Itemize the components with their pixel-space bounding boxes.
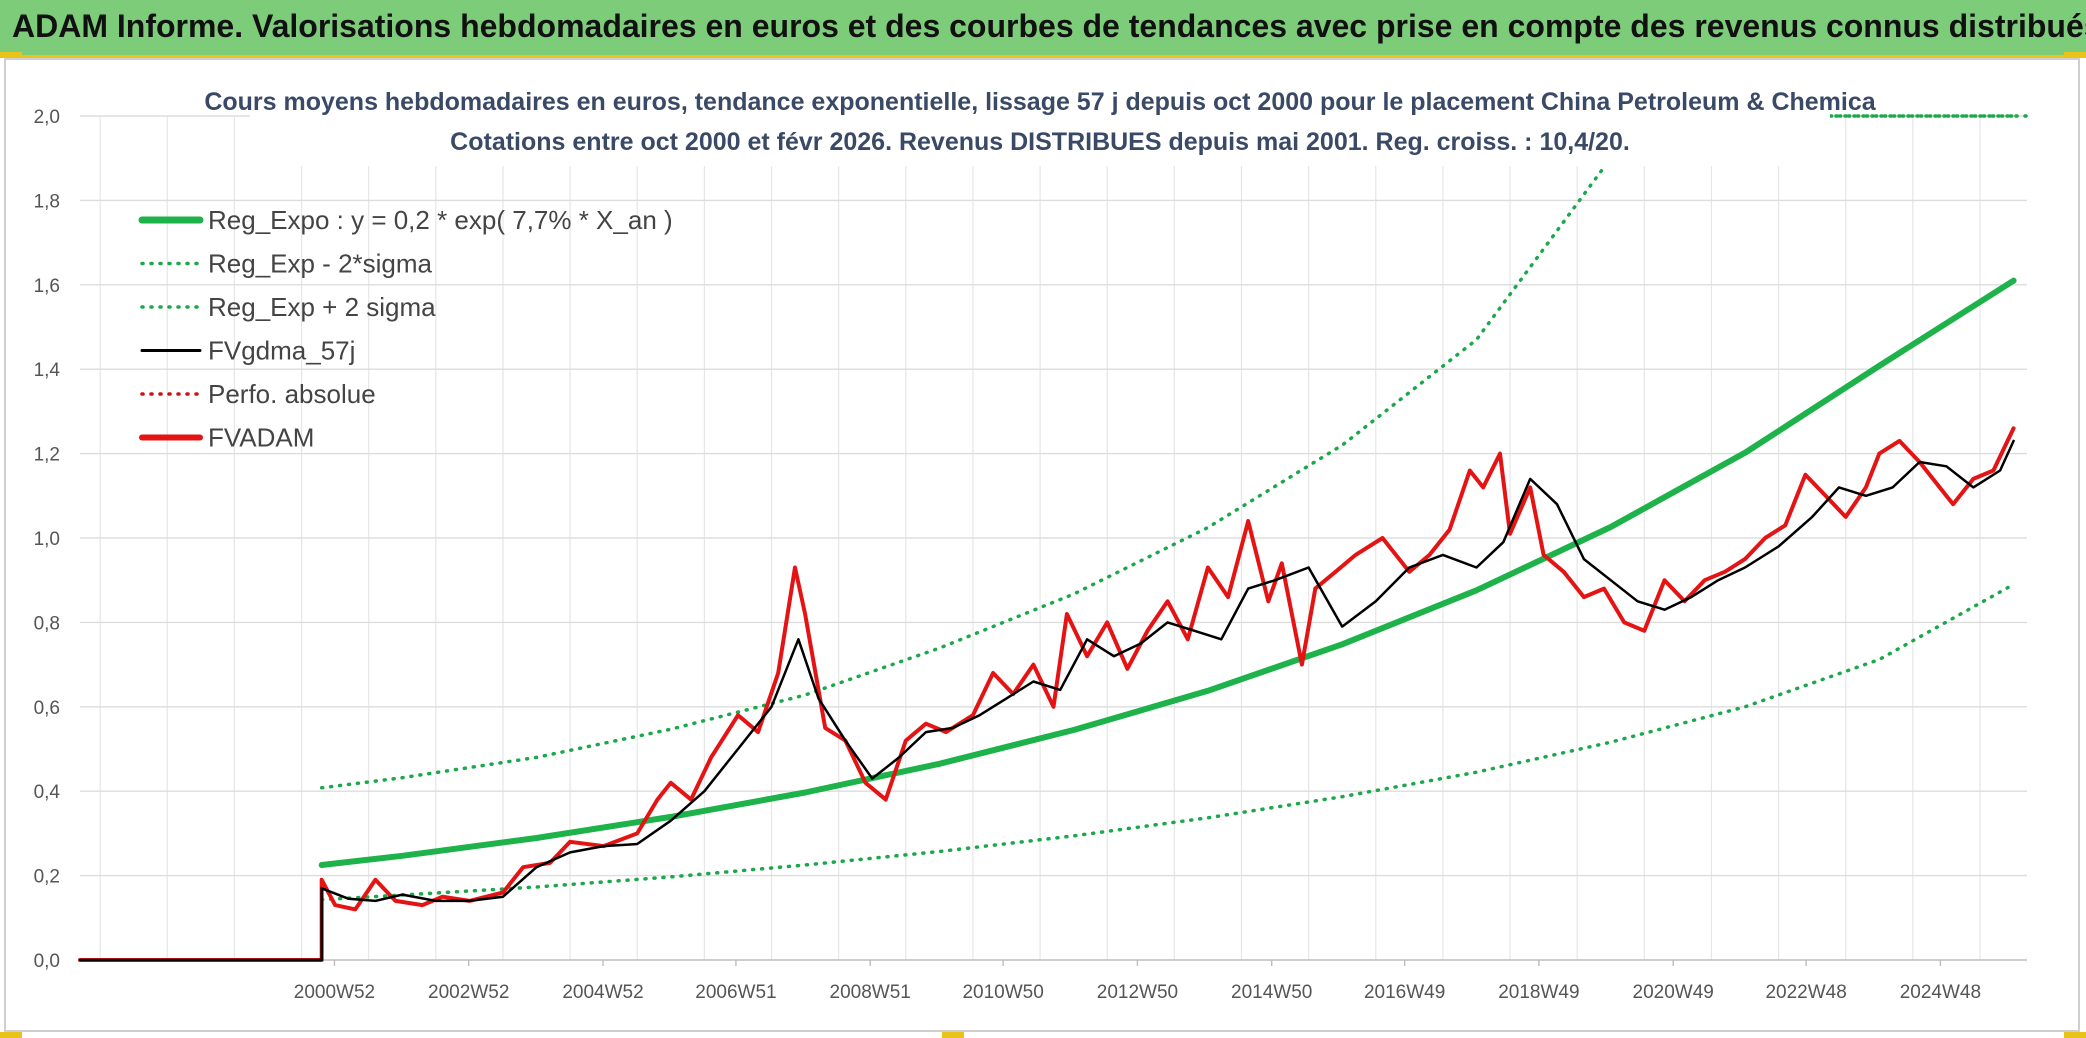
series-line	[78, 426, 2016, 962]
banner-accent-left	[0, 52, 22, 58]
report-title: ADAM Informe. Valorisations hebdomadaire…	[12, 8, 2086, 44]
x-axis: 2000W52 2002W52 2004W52 2006W51 2008W51 2010W…	[294, 960, 1981, 1003]
x-tick-label: 2004W52	[562, 982, 643, 1003]
x-tick-label: 2024W48	[1900, 982, 1981, 1003]
frame-accent-bottom-left	[0, 1032, 22, 1038]
legend-label: Reg_Expo : y = 0,2 * exp( 7,7% * X_an )	[208, 205, 673, 235]
y-tick-label: 1,2	[34, 445, 60, 466]
series-line	[318, 277, 2017, 868]
y-tick-label: 0,8	[34, 613, 60, 634]
series-line	[78, 439, 2015, 962]
chart-title: Cours moyens hebdomadaires en euros, ten…	[204, 88, 1876, 116]
legend-label: FVADAM	[208, 423, 314, 453]
legend-label: Perfo. absolue	[208, 379, 376, 409]
x-tick-label: 2002W52	[428, 982, 509, 1003]
x-tick-label: 2008W51	[830, 982, 911, 1003]
x-tick-label: 2016W49	[1364, 982, 1445, 1003]
x-tick-label: 2000W52	[294, 982, 375, 1003]
y-tick-label: 1,6	[34, 276, 60, 297]
frame-accent-bottom-right	[2064, 1032, 2086, 1038]
y-tick-label: 2,0	[34, 107, 60, 128]
chart-grid	[80, 115, 2027, 961]
x-tick-label: 2006W51	[695, 982, 776, 1003]
chart-series	[78, 114, 2029, 962]
banner-accent-right	[2064, 52, 2086, 58]
y-tick-label: 0,6	[34, 698, 60, 719]
legend-label: Reg_Exp + 2 sigma	[208, 292, 436, 322]
report-banner: ADAM Informe. Valorisations hebdomadaire…	[0, 0, 2086, 58]
legend-label: Reg_Exp - 2*sigma	[208, 249, 433, 279]
x-tick-label: 2020W49	[1633, 982, 1714, 1003]
x-tick-label: 2014W50	[1231, 982, 1312, 1003]
x-tick-label: 2022W48	[1765, 982, 1846, 1003]
chart-frame	[4, 58, 2080, 1032]
frame-accent-bottom-mid	[942, 1032, 964, 1038]
chart-legend: Reg_Expo : y = 0,2 * exp( 7,7% * X_an ) R…	[138, 205, 673, 453]
x-tick-label: 2018W49	[1498, 982, 1579, 1003]
y-tick-label: 1,0	[34, 529, 60, 550]
y-tick-label: 1,4	[34, 360, 61, 381]
y-tick-label: 1,8	[34, 191, 60, 212]
y-tick-label: 0,4	[34, 782, 61, 803]
y-tick-label: 0,2	[34, 867, 60, 888]
x-tick-label: 2012W50	[1097, 982, 1178, 1003]
chart-subtitle: Cotations entre oct 2000 et févr 2026. R…	[450, 128, 1630, 156]
x-tick-label: 2010W50	[962, 982, 1043, 1003]
title-backdrop	[250, 80, 1830, 166]
legend-label: FVgdma_57j	[208, 336, 355, 366]
y-axis: 0,0 0,2 0,4 0,6 0,8 1,0 1,2 1,4 1,6 1,8 2,0	[34, 107, 61, 972]
y-tick-label: 0,0	[34, 951, 60, 972]
